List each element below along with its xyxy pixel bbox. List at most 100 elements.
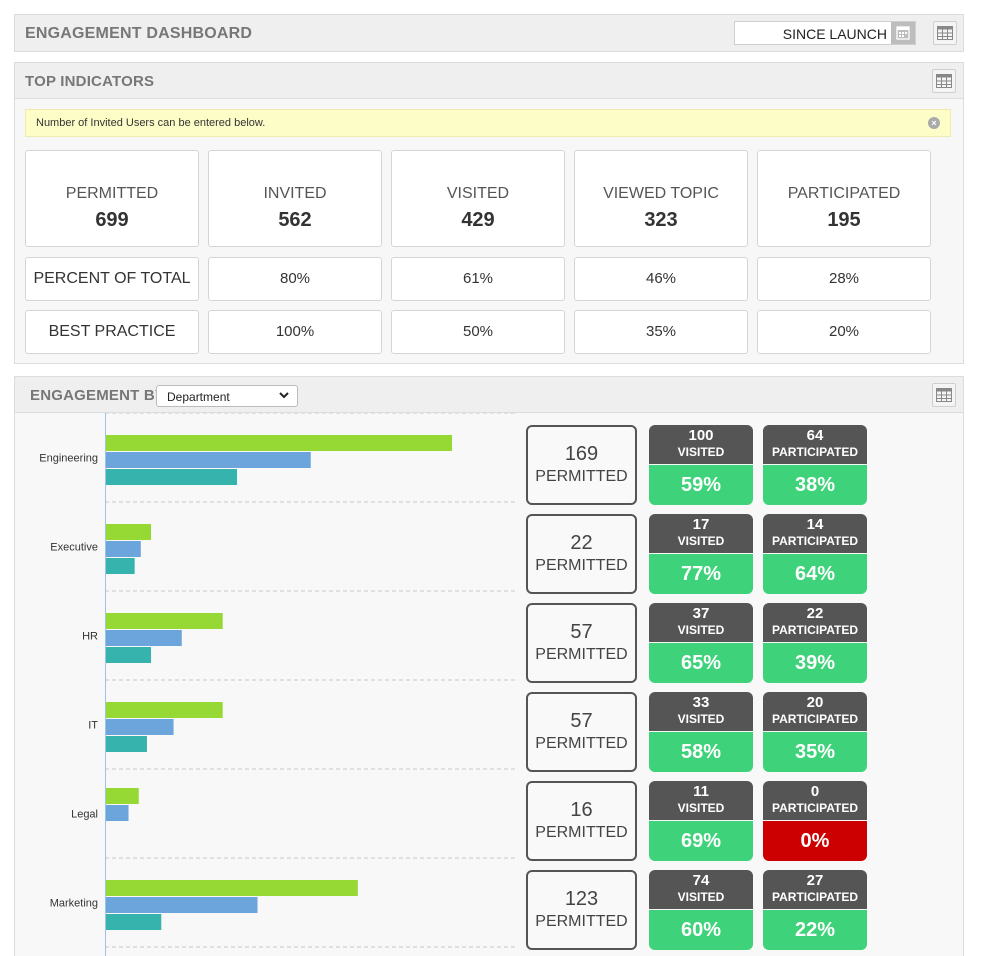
participated-count: 22 bbox=[806, 605, 824, 622]
visited-count: 17 bbox=[692, 516, 710, 533]
permitted-card: 22 PERMITTED bbox=[526, 514, 637, 594]
tick-label: Marketing bbox=[50, 898, 98, 910]
indicator-card-invited[interactable]: INVITED 562 bbox=[208, 150, 382, 247]
engagement-by-panel: ENGAGEMENT BY: Department Engineering Exe… bbox=[14, 376, 964, 956]
visited-label: VISITED bbox=[677, 445, 725, 459]
engagement-bar-chart: Engineering Executive HR IT Legal Marketing bbox=[39, 413, 515, 956]
visited-percent: 65% bbox=[649, 643, 753, 683]
visited-count: 33 bbox=[692, 694, 710, 711]
bar bbox=[106, 788, 139, 804]
participated-count: 27 bbox=[806, 872, 824, 889]
bar bbox=[106, 452, 311, 468]
participated-percent: 0% bbox=[763, 821, 867, 861]
indicator-label: VIEWED TOPIC bbox=[603, 185, 719, 202]
permitted-label: PERMITTED bbox=[535, 735, 628, 752]
indicator-card-participated: PARTICIPATED 195 bbox=[757, 150, 931, 247]
visited-stat: 11 VISITED 69% bbox=[649, 781, 753, 861]
best-practice-label: BEST PRACTICE bbox=[25, 310, 199, 354]
bar bbox=[106, 558, 135, 574]
indicator-label: INVITED bbox=[263, 185, 327, 202]
participated-count: 14 bbox=[806, 516, 824, 533]
indicator-label: VISITED bbox=[446, 185, 510, 202]
participated-percent: 64% bbox=[763, 554, 867, 594]
calendar-icon[interactable] bbox=[891, 22, 915, 44]
info-notice: Number of Invited Users can be entered b… bbox=[25, 109, 951, 137]
permitted-label: PERMITTED bbox=[535, 468, 628, 485]
table-view-icon[interactable] bbox=[932, 383, 956, 407]
visited-count: 100 bbox=[688, 427, 714, 444]
participated-stat: 14 PARTICIPATED 64% bbox=[763, 514, 867, 594]
percent-of-total-label: PERCENT OF TOTAL bbox=[25, 257, 199, 301]
bar bbox=[106, 897, 258, 913]
participated-stat: 27 PARTICIPATED 22% bbox=[763, 870, 867, 950]
visited-percent: 69% bbox=[649, 821, 753, 861]
indicator-card-viewed-topic: VIEWED TOPIC 323 bbox=[574, 150, 748, 247]
group-by-select[interactable]: Department bbox=[156, 385, 298, 407]
participated-percent: 35% bbox=[763, 732, 867, 772]
best-practice-cell: 20% bbox=[757, 310, 931, 354]
permitted-count: 22 bbox=[570, 532, 593, 554]
department-row: 57 PERMITTED 37 VISITED 65% 22 PARTICIPATED 39% bbox=[15, 599, 965, 688]
permitted-card: 57 PERMITTED bbox=[526, 692, 637, 772]
participated-stat: 20 PARTICIPATED 35% bbox=[763, 692, 867, 772]
notice-text: Number of Invited Users can be entered b… bbox=[36, 117, 266, 129]
department-row: 123 PERMITTED 74 VISITED 60% 27 PARTICIPATED 22… bbox=[15, 866, 965, 955]
participated-stat: 0 PARTICIPATED 0% bbox=[763, 781, 867, 861]
indicator-value[interactable]: 562 bbox=[278, 209, 312, 231]
permitted-card: 57 PERMITTED bbox=[526, 603, 637, 683]
participated-percent: 22% bbox=[763, 910, 867, 950]
visited-stat: 17 VISITED 77% bbox=[649, 514, 753, 594]
bar bbox=[106, 524, 152, 540]
date-range-value: SINCE LAUNCH bbox=[782, 26, 887, 42]
permitted-count: 57 bbox=[570, 710, 593, 732]
permitted-card: 123 PERMITTED bbox=[526, 870, 637, 950]
visited-label: VISITED bbox=[677, 890, 725, 904]
visited-label: VISITED bbox=[677, 534, 725, 548]
bar bbox=[106, 736, 147, 752]
participated-count: 64 bbox=[806, 427, 824, 444]
indicator-label: PERMITTED bbox=[65, 185, 159, 202]
page-title: ENGAGEMENT DASHBOARD bbox=[25, 25, 253, 42]
percent-cell: 61% bbox=[391, 257, 565, 301]
participated-label: PARTICIPATED bbox=[772, 623, 858, 637]
bar bbox=[106, 469, 238, 485]
indicator-card-visited: VISITED 429 bbox=[391, 150, 565, 247]
permitted-label: PERMITTED bbox=[535, 646, 628, 663]
chevron-down-icon bbox=[279, 389, 289, 404]
indicator-value: 195 bbox=[827, 209, 861, 231]
panel-header: TOP INDICATORS bbox=[15, 63, 963, 99]
department-row: 169 PERMITTED 100 VISITED 59% 64 PARTICIPATED 3… bbox=[15, 421, 965, 510]
best-practice-cell: 50% bbox=[391, 310, 565, 354]
participated-label: PARTICIPATED bbox=[772, 534, 858, 548]
visited-percent: 58% bbox=[649, 732, 753, 772]
visited-count: 37 bbox=[692, 605, 710, 622]
visited-count: 11 bbox=[693, 783, 709, 800]
bar bbox=[106, 613, 223, 629]
table-view-icon[interactable] bbox=[932, 69, 956, 93]
department-row: 16 PERMITTED 11 VISITED 69% 0 PARTICIPATED 0% bbox=[15, 777, 965, 866]
visited-percent: 59% bbox=[649, 465, 753, 505]
participated-percent: 38% bbox=[763, 465, 867, 505]
percent-cell: 28% bbox=[757, 257, 931, 301]
tick-label: Executive bbox=[50, 542, 98, 554]
best-practice-cell: 100% bbox=[208, 310, 382, 354]
permitted-count: 169 bbox=[564, 443, 599, 465]
bar bbox=[106, 541, 141, 557]
participated-label: PARTICIPATED bbox=[772, 801, 858, 815]
visited-label: VISITED bbox=[677, 623, 725, 637]
tick-label: IT bbox=[88, 720, 98, 732]
visited-stat: 100 VISITED 59% bbox=[649, 425, 753, 505]
visited-stat: 37 VISITED 65% bbox=[649, 603, 753, 683]
dashboard-header: ENGAGEMENT DASHBOARD SINCE LAUNCH bbox=[14, 14, 964, 52]
participated-percent: 39% bbox=[763, 643, 867, 683]
permitted-count: 57 bbox=[570, 621, 593, 643]
indicator-label: PARTICIPATED bbox=[787, 185, 901, 202]
close-icon[interactable]: × bbox=[928, 117, 940, 129]
permitted-count: 16 bbox=[570, 799, 593, 821]
tick-label: HR bbox=[82, 631, 98, 643]
date-range-picker[interactable]: SINCE LAUNCH bbox=[734, 21, 916, 45]
participated-label: PARTICIPATED bbox=[772, 712, 858, 726]
table-view-icon[interactable] bbox=[933, 21, 957, 45]
permitted-label: PERMITTED bbox=[535, 557, 628, 574]
participated-stat: 64 PARTICIPATED 38% bbox=[763, 425, 867, 505]
